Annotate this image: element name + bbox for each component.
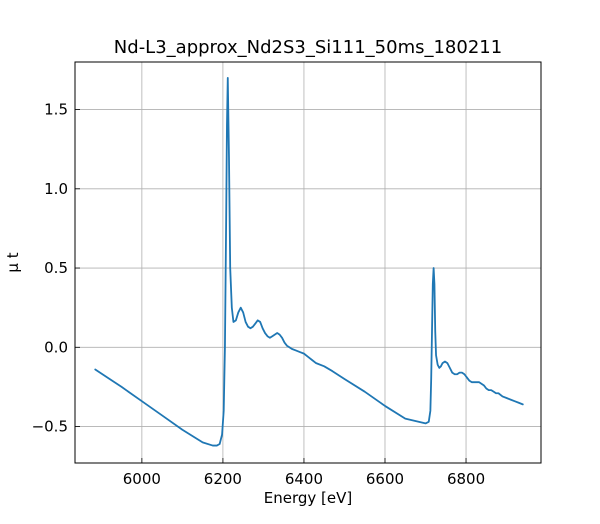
plot-frame: [74, 61, 542, 464]
grid: [75, 62, 541, 463]
x-tick-label: 6200: [204, 470, 242, 488]
y-tick-label: −0.5: [32, 418, 68, 436]
y-tick-label: 0.5: [44, 259, 68, 277]
x-tick-label: 6800: [447, 470, 485, 488]
x-tick-label: 6000: [123, 470, 161, 488]
x-tick-label: 6400: [285, 470, 323, 488]
chart-title: Nd-L3_approx_Nd2S3_Si111_50ms_180211: [114, 37, 502, 58]
y-tick-label: 1.5: [44, 101, 68, 119]
axis-ticks: 6000 6200 6400 6600 6800 −0.5 0.0 0.5 1.0 1.5: [32, 101, 486, 488]
x-tick-label: 6600: [366, 470, 404, 488]
series-layer: [94, 76, 524, 447]
y-tick-label: 1.0: [44, 180, 68, 198]
x-axis-label: Energy [eV]: [264, 489, 352, 507]
series-line: [94, 76, 524, 447]
y-tick-label: 0.0: [44, 338, 68, 356]
y-axis-label: μ t: [4, 252, 22, 272]
